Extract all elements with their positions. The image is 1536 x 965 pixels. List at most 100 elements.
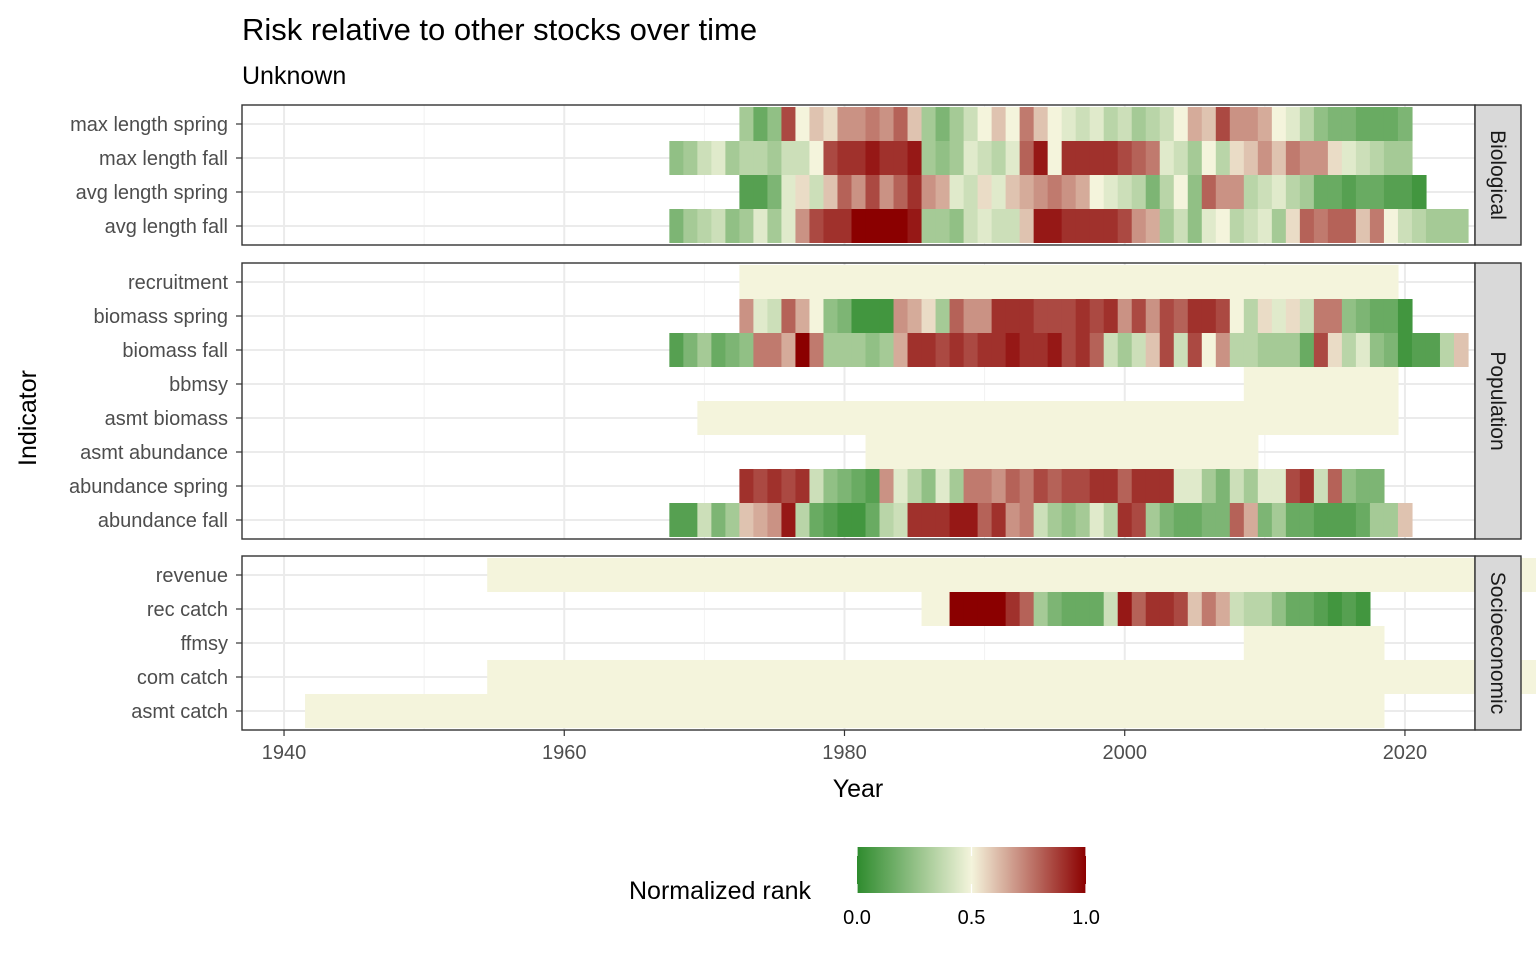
heat-cell (963, 141, 979, 175)
heat-cell (795, 299, 811, 333)
heat-cell (767, 299, 783, 333)
heat-cell (1285, 367, 1301, 401)
heat-cell (1439, 660, 1455, 694)
heat-cell (1383, 141, 1399, 175)
row-label: recruitment (128, 272, 228, 294)
heat-cell (487, 660, 502, 694)
heat-cell (697, 209, 712, 243)
heat-cell (1369, 469, 1385, 503)
heat-cell (529, 558, 544, 592)
heat-cell (851, 503, 867, 537)
heat-cell (1089, 333, 1105, 367)
heat-cell (781, 209, 797, 243)
heat-cell (725, 141, 740, 175)
heat-cell (781, 299, 797, 333)
heat-cell (1411, 333, 1427, 367)
heat-cell (1313, 175, 1329, 209)
heat-cell (1524, 558, 1536, 592)
heat-cell (683, 558, 698, 592)
heat-cell (767, 503, 783, 537)
heat-cell (1159, 265, 1175, 299)
heat-cell (837, 660, 853, 694)
heat-cell (809, 503, 825, 537)
heat-cell (1131, 558, 1147, 592)
heat-cell (1033, 333, 1049, 367)
heat-cell (935, 265, 951, 299)
heat-cell (907, 660, 923, 694)
heat-cell (1355, 503, 1371, 537)
heat-cell (879, 469, 895, 503)
x-axis: 1940 1960 1980 2000 2020 (262, 730, 1427, 764)
heat-cell (921, 503, 937, 537)
heat-cell (935, 660, 951, 694)
heat-cell (1145, 107, 1161, 141)
heat-cell (753, 401, 769, 435)
chart-title: Risk relative to other stocks over time (242, 12, 757, 47)
heat-cell (921, 660, 937, 694)
row-label: abundance spring (69, 476, 228, 498)
heat-cell (1019, 694, 1035, 728)
heat-cell (1383, 333, 1399, 367)
heat-cell (1005, 401, 1021, 435)
heat-cell (991, 558, 1007, 592)
heat-cell (851, 265, 867, 299)
heat-cell (1187, 401, 1203, 435)
heat-cell (963, 503, 979, 537)
heat-cell (935, 694, 951, 728)
heat-cell (1285, 503, 1301, 537)
heat-cell (1201, 209, 1217, 243)
heat-cell (1383, 558, 1399, 592)
heat-cell (781, 503, 797, 537)
heat-cell (893, 175, 909, 209)
heat-cell (1271, 626, 1287, 660)
heat-cell (977, 592, 993, 626)
heat-cell (1145, 694, 1161, 728)
heat-cell (1117, 558, 1133, 592)
heat-cell (1369, 141, 1385, 175)
heat-cell (753, 209, 769, 243)
heat-cell (893, 333, 909, 367)
heat-cell (431, 694, 446, 728)
heat-cell (1075, 660, 1091, 694)
heat-cell (1173, 175, 1189, 209)
heat-cell (865, 107, 881, 141)
heat-cell (585, 558, 600, 592)
heat-cell (949, 333, 965, 367)
heat-cell (893, 265, 909, 299)
row-label: max length spring (70, 114, 228, 136)
heat-cell (781, 107, 797, 141)
heat-cell (1243, 209, 1259, 243)
heat-cell (1187, 333, 1203, 367)
heat-cell (809, 694, 825, 728)
heat-cell (767, 558, 783, 592)
heat-cell (711, 401, 726, 435)
heat-cell (1159, 558, 1175, 592)
heat-cell (1397, 141, 1413, 175)
heat-cell (1173, 107, 1189, 141)
heat-cell (1243, 107, 1259, 141)
heat-cell (1019, 435, 1035, 469)
heat-cell (1257, 401, 1273, 435)
heat-cell (1271, 299, 1287, 333)
heat-cell (627, 660, 642, 694)
heat-cell (1229, 107, 1245, 141)
heat-cell (1257, 333, 1273, 367)
heat-cell (1173, 435, 1189, 469)
heat-cell (865, 175, 881, 209)
heat-cell (1215, 299, 1231, 333)
heat-cell (753, 694, 769, 728)
heat-cell (1341, 592, 1357, 626)
heat-cell (1453, 558, 1469, 592)
heat-cell (1383, 401, 1399, 435)
heat-cell (543, 660, 558, 694)
row-label: biomass spring (93, 306, 228, 328)
heat-cell (893, 469, 909, 503)
heat-cell (1355, 333, 1371, 367)
heat-cell (893, 299, 909, 333)
heat-cell (1285, 265, 1301, 299)
row-label: biomass fall (122, 340, 228, 362)
heat-cell (1089, 503, 1105, 537)
heat-cell (991, 141, 1007, 175)
heat-cell (1187, 209, 1203, 243)
heat-cell (809, 209, 825, 243)
